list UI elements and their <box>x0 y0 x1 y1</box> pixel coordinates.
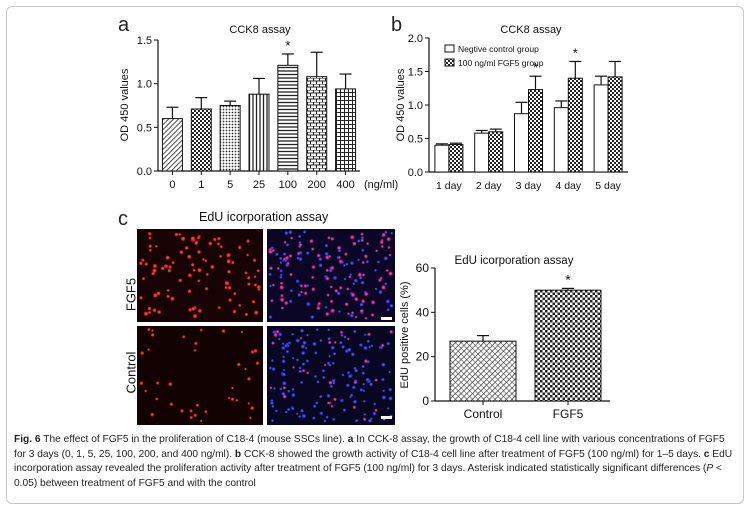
figure-frame <box>6 6 744 504</box>
caption-a-letter: a <box>347 434 354 445</box>
panel-a-letter: a <box>118 14 130 36</box>
figure-caption: Fig. 6 The effect of FGF5 in the prolife… <box>14 433 736 491</box>
caption-intro: The effect of FGF5 in the proliferation … <box>43 434 345 445</box>
caption-c-text: EdU incorporation assay revealed the pro… <box>14 448 733 475</box>
row-label-control: Control <box>123 351 139 394</box>
caption-c-letter: c <box>703 448 710 460</box>
micrograph-title: EdU icorporation assay <box>199 210 329 224</box>
caption-c-text2: < 0.05) between treatment of FGF5 and wi… <box>14 463 722 489</box>
caption-b-text: CCK-8 showed the growth activity of C18-… <box>243 448 701 460</box>
caption-b-letter: b <box>234 448 242 460</box>
row-label-fgf5: FGF5 <box>123 277 139 312</box>
caption-a-text: In CCK-8 assay, the growth of C18-4 cell… <box>14 434 725 460</box>
panel-c-letter: c <box>118 208 128 230</box>
caption-fig-label: Fig. 6 <box>14 434 41 445</box>
panel-b-letter: b <box>391 14 403 36</box>
caption-p-symbol: P <box>706 463 714 474</box>
